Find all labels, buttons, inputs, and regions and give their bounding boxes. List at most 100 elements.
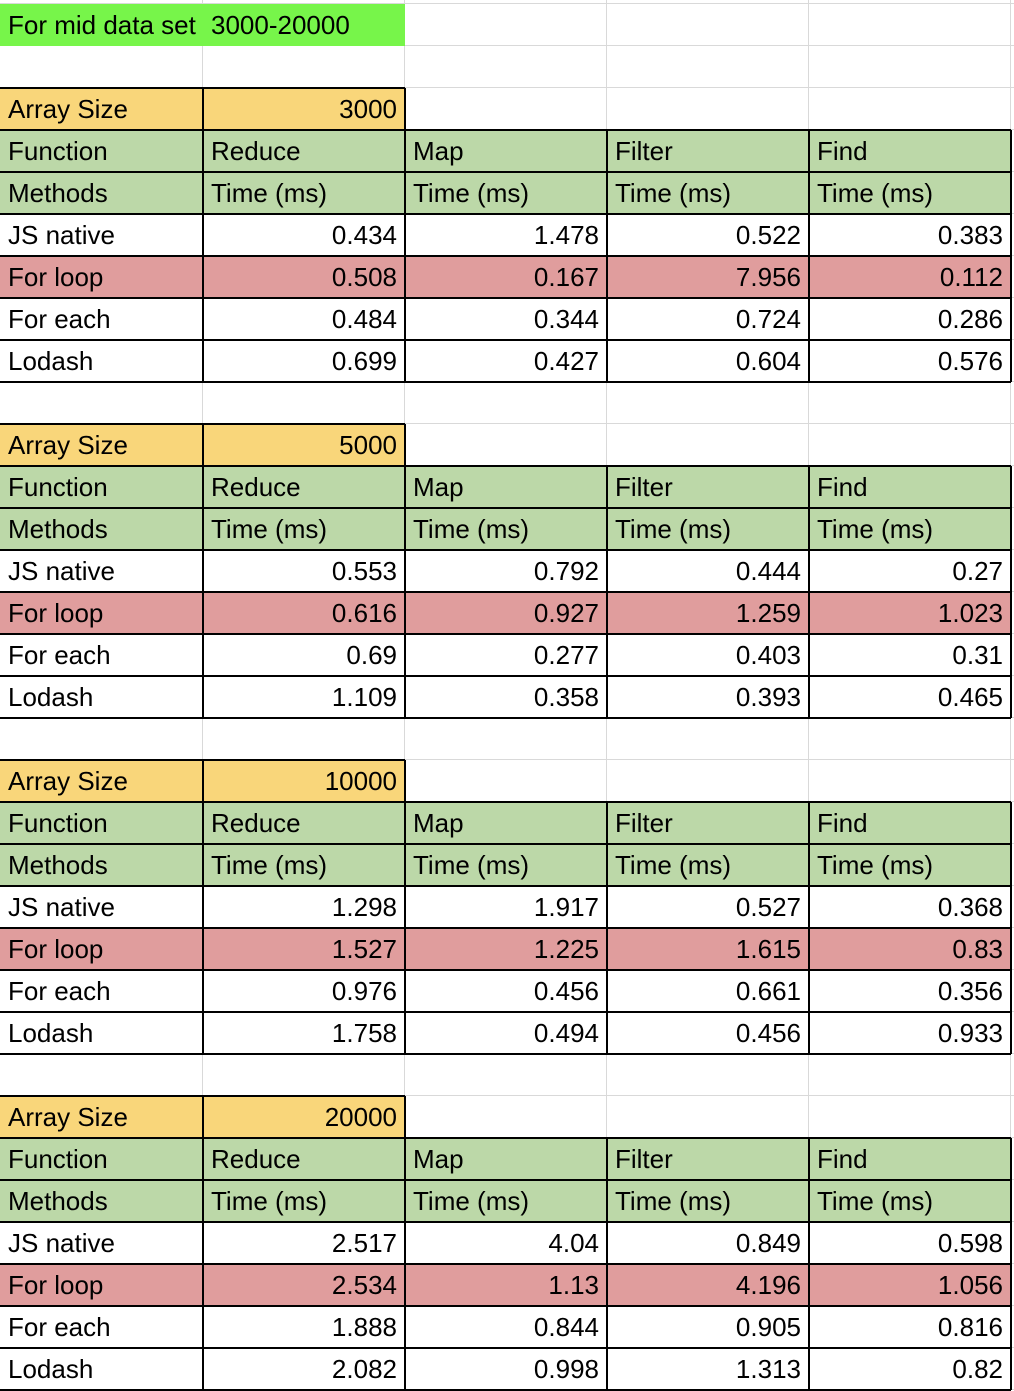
time-value-cell[interactable]: 0.368 [809,886,1011,928]
time-unit-cell[interactable]: Time (ms) [607,508,809,550]
time-value-cell[interactable]: 0.724 [607,298,809,340]
function-name-cell[interactable]: Map [405,130,607,172]
function-name-cell[interactable]: Find [809,466,1011,508]
time-value-cell[interactable]: 0.434 [203,214,405,256]
time-value-cell[interactable]: 0.661 [607,970,809,1012]
method-name-cell[interactable]: For each [0,634,203,676]
time-value-cell[interactable]: 0.576 [809,340,1011,382]
time-value-cell[interactable]: 0.167 [405,256,607,298]
time-value-cell[interactable]: 1.298 [203,886,405,928]
time-value-cell[interactable]: 1.527 [203,928,405,970]
array-size-label[interactable]: Array Size [0,1096,203,1138]
function-name-cell[interactable]: Reduce [203,1138,405,1180]
method-name-cell[interactable]: JS native [0,886,203,928]
time-value-cell[interactable]: 0.905 [607,1306,809,1348]
time-value-cell[interactable]: 0.112 [809,256,1011,298]
array-size-value[interactable]: 10000 [203,760,405,802]
time-value-cell[interactable]: 0.976 [203,970,405,1012]
method-name-cell[interactable]: For loop [0,256,203,298]
function-header[interactable]: Function [0,466,203,508]
time-value-cell[interactable]: 0.527 [607,886,809,928]
methods-header[interactable]: Methods [0,172,203,214]
time-unit-cell[interactable]: Time (ms) [405,508,607,550]
time-value-cell[interactable]: 1.758 [203,1012,405,1054]
time-value-cell[interactable]: 0.522 [607,214,809,256]
time-unit-cell[interactable]: Time (ms) [405,844,607,886]
time-value-cell[interactable]: 2.534 [203,1264,405,1306]
time-value-cell[interactable]: 0.508 [203,256,405,298]
time-value-cell[interactable]: 0.456 [607,1012,809,1054]
time-value-cell[interactable]: 0.444 [607,550,809,592]
time-value-cell[interactable]: 0.456 [405,970,607,1012]
time-unit-cell[interactable]: Time (ms) [809,1180,1011,1222]
time-value-cell[interactable]: 0.604 [607,340,809,382]
time-value-cell[interactable]: 0.344 [405,298,607,340]
time-value-cell[interactable]: 0.427 [405,340,607,382]
method-name-cell[interactable]: For loop [0,1264,203,1306]
method-name-cell[interactable]: Lodash [0,340,203,382]
time-value-cell[interactable]: 1.225 [405,928,607,970]
time-value-cell[interactable]: 1.259 [607,592,809,634]
method-name-cell[interactable]: Lodash [0,1348,203,1390]
time-value-cell[interactable]: 0.598 [809,1222,1011,1264]
function-name-cell[interactable]: Find [809,802,1011,844]
time-value-cell[interactable]: 1.917 [405,886,607,928]
time-value-cell[interactable]: 2.517 [203,1222,405,1264]
time-value-cell[interactable]: 0.358 [405,676,607,718]
time-unit-cell[interactable]: Time (ms) [607,172,809,214]
methods-header[interactable]: Methods [0,844,203,886]
time-unit-cell[interactable]: Time (ms) [203,844,405,886]
time-value-cell[interactable]: 0.31 [809,634,1011,676]
time-value-cell[interactable]: 0.383 [809,214,1011,256]
method-name-cell[interactable]: For each [0,1306,203,1348]
time-unit-cell[interactable]: Time (ms) [405,1180,607,1222]
time-unit-cell[interactable]: Time (ms) [809,508,1011,550]
method-name-cell[interactable]: For loop [0,928,203,970]
function-name-cell[interactable]: Find [809,1138,1011,1180]
time-value-cell[interactable]: 0.277 [405,634,607,676]
array-size-label[interactable]: Array Size [0,88,203,130]
time-value-cell[interactable]: 1.023 [809,592,1011,634]
time-value-cell[interactable]: 4.04 [405,1222,607,1264]
methods-header[interactable]: Methods [0,508,203,550]
time-value-cell[interactable]: 1.888 [203,1306,405,1348]
time-value-cell[interactable]: 0.484 [203,298,405,340]
time-value-cell[interactable]: 1.13 [405,1264,607,1306]
time-value-cell[interactable]: 0.927 [405,592,607,634]
time-value-cell[interactable]: 1.478 [405,214,607,256]
time-value-cell[interactable]: 4.196 [607,1264,809,1306]
array-size-label[interactable]: Array Size [0,760,203,802]
method-name-cell[interactable]: Lodash [0,676,203,718]
time-unit-cell[interactable]: Time (ms) [203,172,405,214]
time-unit-cell[interactable]: Time (ms) [809,844,1011,886]
array-size-value[interactable]: 5000 [203,424,405,466]
function-name-cell[interactable]: Filter [607,130,809,172]
time-value-cell[interactable]: 0.69 [203,634,405,676]
time-value-cell[interactable]: 0.83 [809,928,1011,970]
time-unit-cell[interactable]: Time (ms) [203,1180,405,1222]
time-unit-cell[interactable]: Time (ms) [607,844,809,886]
time-value-cell[interactable]: 0.849 [607,1222,809,1264]
array-size-value[interactable]: 20000 [203,1096,405,1138]
function-header[interactable]: Function [0,802,203,844]
time-value-cell[interactable]: 0.699 [203,340,405,382]
time-value-cell[interactable]: 0.27 [809,550,1011,592]
time-value-cell[interactable]: 1.313 [607,1348,809,1390]
time-unit-cell[interactable]: Time (ms) [405,172,607,214]
function-name-cell[interactable]: Reduce [203,802,405,844]
array-size-label[interactable]: Array Size [0,424,203,466]
function-name-cell[interactable]: Map [405,1138,607,1180]
method-name-cell[interactable]: For each [0,298,203,340]
function-name-cell[interactable]: Reduce [203,130,405,172]
method-name-cell[interactable]: JS native [0,1222,203,1264]
time-unit-cell[interactable]: Time (ms) [607,1180,809,1222]
time-value-cell[interactable]: 1.615 [607,928,809,970]
method-name-cell[interactable]: JS native [0,214,203,256]
time-value-cell[interactable]: 0.844 [405,1306,607,1348]
time-value-cell[interactable]: 0.286 [809,298,1011,340]
function-name-cell[interactable]: Find [809,130,1011,172]
time-unit-cell[interactable]: Time (ms) [809,172,1011,214]
function-name-cell[interactable]: Filter [607,466,809,508]
time-value-cell[interactable]: 0.494 [405,1012,607,1054]
method-name-cell[interactable]: For each [0,970,203,1012]
